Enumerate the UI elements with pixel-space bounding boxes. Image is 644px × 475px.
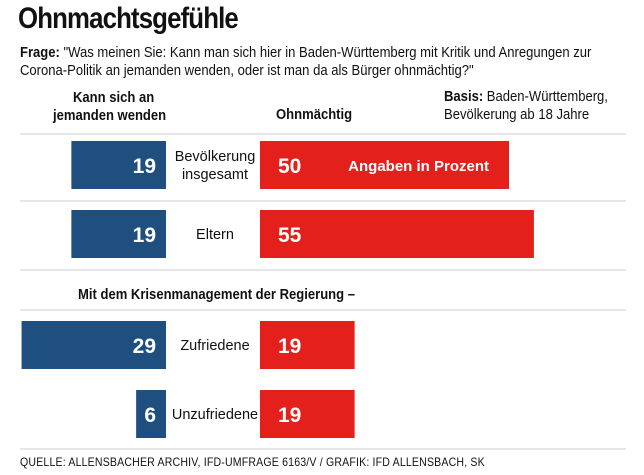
header-left-line1: Kann sich an <box>73 90 155 106</box>
category-label-2-0: Zufriedene <box>180 338 249 354</box>
header-right: Ohnmächtig <box>276 107 353 123</box>
value-label-right-2: 19 <box>278 335 301 358</box>
value-label-left-3: 6 <box>144 404 156 427</box>
basis-line1: Baden-Württemberg, <box>486 89 608 105</box>
header-left-line2: jemanden wenden <box>53 108 167 124</box>
section-label: Mit dem Krisenmanagement der Regierung – <box>78 287 356 303</box>
bar-right-1 <box>260 210 534 258</box>
bar-left-1 <box>71 210 166 258</box>
basis-label: Basis: <box>444 89 484 105</box>
value-label-right-0: 50 <box>278 155 301 178</box>
category-label-0-0: Bevölkerung <box>175 149 256 165</box>
bar-left-3 <box>136 390 166 438</box>
basis-line2: Bevölkerung ab 18 Jahre <box>444 107 590 123</box>
bar-left-0 <box>71 141 166 189</box>
category-label-1-0: Eltern <box>196 227 234 243</box>
value-label-left-2: 29 <box>133 335 156 358</box>
question-label: Frage: <box>20 45 60 61</box>
question-text: Frage: "Was meinen Sie: Kann man sich hi… <box>20 44 632 80</box>
bar-right-2 <box>260 321 355 369</box>
chart-title: Ohnmachtsgefühle <box>18 2 239 35</box>
basis-note: Basis: Baden-Württemberg, Bevölkerung ab… <box>444 88 608 124</box>
bar-right-3 <box>260 390 355 438</box>
value-label-right-1: 55 <box>278 224 302 247</box>
units-annotation: Angaben in Prozent <box>348 158 489 175</box>
category-label-0-1: insgesamt <box>182 167 248 183</box>
question-body: "Was meinen Sie: Kann man sich hier in B… <box>20 45 592 79</box>
bar-left-2 <box>21 321 166 369</box>
value-label-left-0: 19 <box>133 155 156 178</box>
value-label-left-1: 19 <box>133 224 156 247</box>
source-footer: QUELLE: ALLENSBACHER ARCHIV, IFD-UMFRAGE… <box>20 455 485 469</box>
category-label-3-0: Unzufriedene <box>172 407 258 423</box>
bar-right-0 <box>260 141 509 189</box>
value-label-right-3: 19 <box>278 404 301 427</box>
